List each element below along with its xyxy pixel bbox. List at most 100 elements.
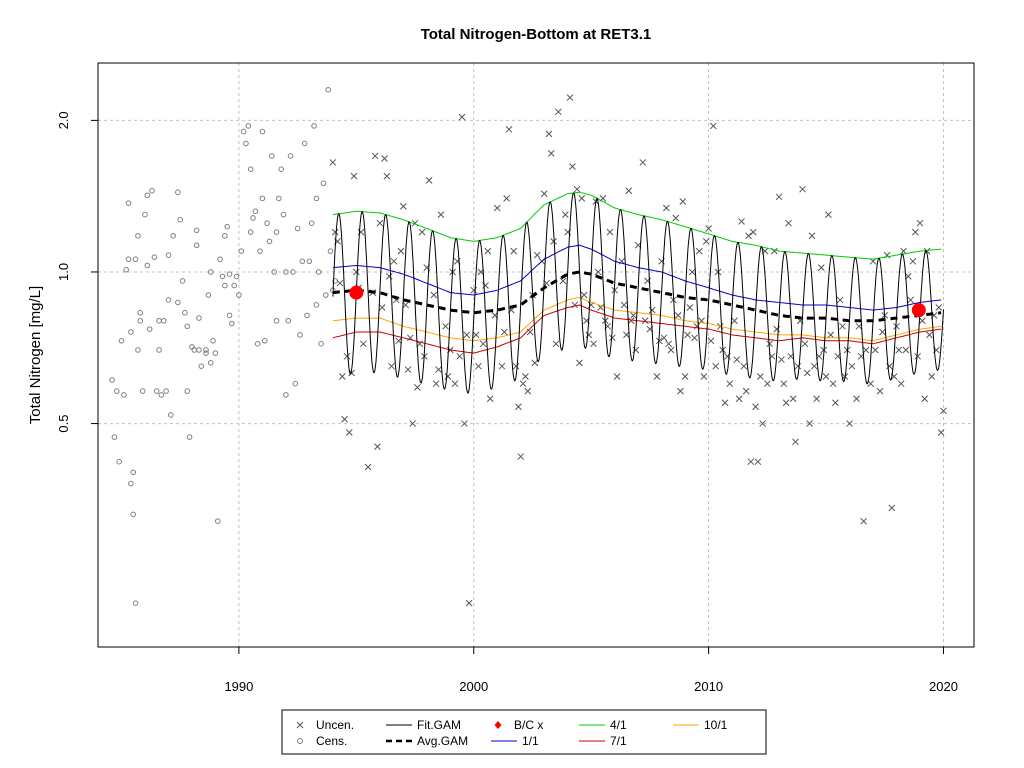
uncensored-point xyxy=(430,291,438,299)
censored-point xyxy=(135,347,141,353)
uncensored-point xyxy=(519,380,527,388)
uncensored-point xyxy=(409,420,417,427)
censored-point xyxy=(193,242,200,249)
censored-point xyxy=(254,341,261,347)
uncensored-point xyxy=(580,291,588,299)
uncensored-point xyxy=(376,219,384,227)
uncensored-point xyxy=(343,352,351,360)
censored-point xyxy=(226,271,233,277)
censored-point xyxy=(156,347,162,353)
censored-point xyxy=(311,123,317,129)
censored-point xyxy=(299,258,306,265)
censored-point xyxy=(125,256,132,263)
fit-gam-path xyxy=(332,192,944,394)
uncensored-point xyxy=(738,218,745,225)
legend-label: 7/1 xyxy=(610,734,627,748)
uncensored-point xyxy=(780,380,788,388)
uncensored-point xyxy=(524,387,532,395)
censored-point xyxy=(175,189,181,196)
uncensored-point xyxy=(921,395,929,403)
censored-point xyxy=(287,153,294,159)
uncensored-point xyxy=(747,458,755,466)
uncensored-point xyxy=(662,204,670,212)
censored-point xyxy=(276,195,282,202)
uncensored-point xyxy=(458,113,466,121)
bc-points xyxy=(349,285,926,318)
uncensored-point xyxy=(862,346,870,354)
uncensored-point xyxy=(667,346,675,354)
uncensored-point xyxy=(700,373,708,380)
legend-item: B/C x xyxy=(494,718,543,732)
uncensored-point xyxy=(374,443,381,450)
uncensored-point xyxy=(451,380,459,388)
uncensored-point xyxy=(470,286,478,294)
uncensored-point xyxy=(435,366,442,373)
censored-point xyxy=(214,518,221,524)
censored-point xyxy=(271,269,277,275)
uncensored-point xyxy=(606,228,614,236)
uncensored-point xyxy=(397,247,405,255)
legend-item: 7/1 xyxy=(579,734,627,748)
uncensored-point xyxy=(585,331,593,339)
uncensored-point xyxy=(867,380,875,388)
uncensored-point xyxy=(510,247,518,255)
uncensored-point xyxy=(872,346,879,354)
uncensored-point xyxy=(552,340,560,348)
curve-jul1 xyxy=(332,304,942,354)
censored-point xyxy=(280,211,287,218)
censored-point xyxy=(168,412,174,418)
uncensored-point xyxy=(916,219,924,227)
censored-point xyxy=(313,195,320,202)
uncensored-point xyxy=(759,420,766,427)
uncensored-point xyxy=(597,304,604,311)
legend-item: Avg.GAM xyxy=(386,734,468,748)
uncensored-point xyxy=(822,373,830,380)
censored-point xyxy=(285,317,292,324)
uncensored-point xyxy=(425,177,433,184)
uncensored-point xyxy=(550,238,557,245)
censored-point xyxy=(137,317,144,324)
grid-lines xyxy=(98,63,974,647)
uncensored-point xyxy=(512,362,520,370)
uncensored-point xyxy=(576,359,583,367)
censored-point xyxy=(113,388,120,394)
uncensored-point xyxy=(846,420,853,427)
censored-point xyxy=(179,278,186,284)
uncensored-point xyxy=(740,362,748,370)
uncensored-point xyxy=(937,429,945,436)
uncensored-point xyxy=(679,198,687,205)
censored-point xyxy=(315,269,322,275)
censored-point xyxy=(229,320,235,327)
legend-label: 10/1 xyxy=(704,718,728,732)
censored-point xyxy=(177,216,183,223)
uncensored-point xyxy=(531,359,539,367)
uncensored-point xyxy=(839,322,846,330)
censored-point xyxy=(259,128,266,135)
y-tick-label: 0.5 xyxy=(56,415,71,433)
uncensored-point xyxy=(639,159,647,166)
censored-point xyxy=(304,312,310,319)
censored-point xyxy=(144,192,151,199)
censored-point xyxy=(149,187,155,194)
uncensored-point xyxy=(350,172,358,180)
uncensored-point xyxy=(792,438,799,446)
censored-point xyxy=(273,317,280,324)
uncensored-point xyxy=(775,193,783,201)
censored-point xyxy=(233,273,240,280)
censored-point xyxy=(139,388,146,394)
y-axis-ticks: 0.5 1.0 2.0 xyxy=(56,111,98,433)
chart-title: Total Nitrogen-Bottom at RET3.1 xyxy=(421,26,652,43)
uncensored-point xyxy=(571,301,579,309)
x-tick-label: 1990 xyxy=(224,679,253,694)
uncensored-point xyxy=(554,108,562,116)
uncensored-point xyxy=(517,453,525,460)
legend-swatch xyxy=(297,738,303,744)
uncensored-point xyxy=(810,362,818,370)
uncensored-point xyxy=(782,399,790,407)
uncensored-point xyxy=(766,340,774,348)
uncensored-point xyxy=(578,195,586,202)
censored-point xyxy=(184,388,191,394)
uncensored-point xyxy=(338,373,346,380)
uncensored-point xyxy=(749,228,757,236)
